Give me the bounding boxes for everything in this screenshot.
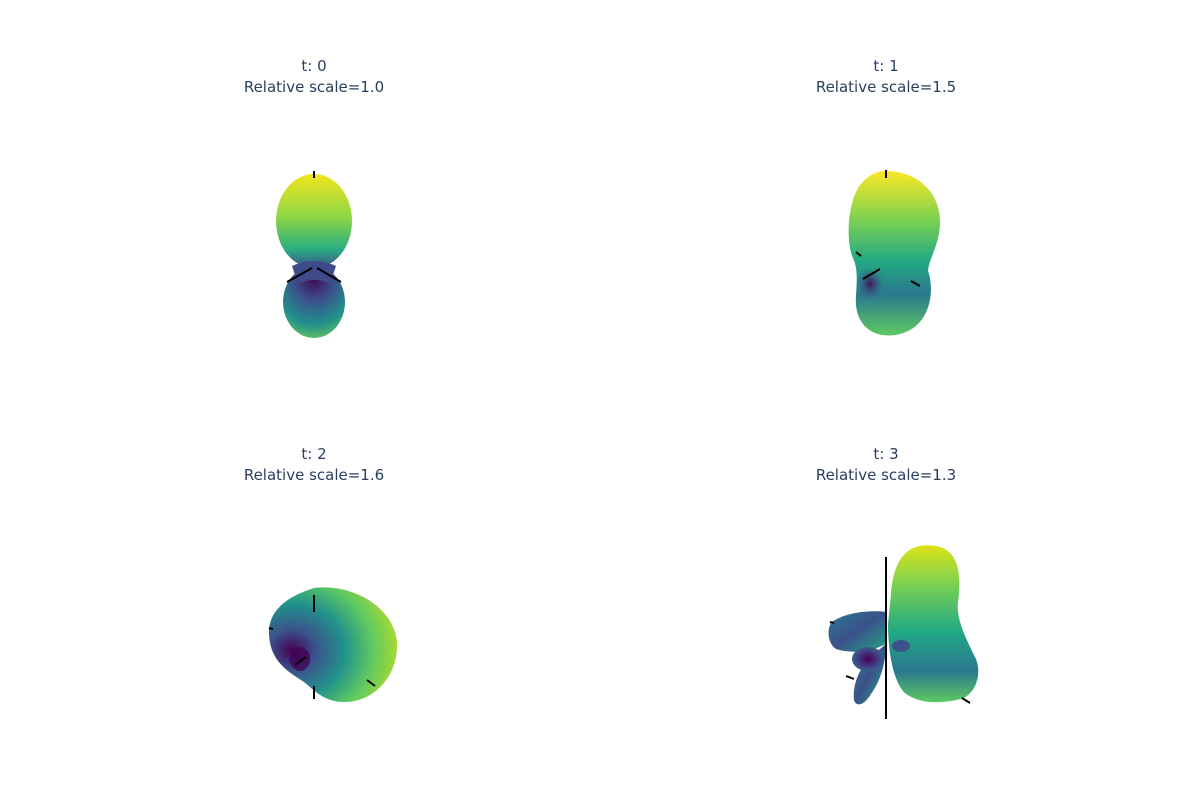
x-axis-line (286, 267, 313, 283)
subplot-t2: t: 2 Relative scale=1.6 (164, 444, 464, 764)
surface-plot-t0[interactable] (164, 106, 464, 376)
petal-left (828, 611, 886, 652)
petal-large (888, 545, 979, 703)
surface-plot-t2[interactable] (164, 494, 464, 764)
subplot-t1: t: 1 Relative scale=1.5 (736, 56, 1036, 376)
subplot-title: t: 3 Relative scale=1.3 (736, 444, 1036, 486)
subplot-title-scale: Relative scale=1.0 (243, 78, 385, 96)
lobe-lower (283, 266, 345, 338)
surface-center (852, 647, 884, 671)
subplot-title-t: t: 0 (301, 57, 327, 75)
subplot-title-t: t: 3 (873, 445, 899, 463)
surface-body (848, 171, 941, 336)
x-axis-line (845, 675, 855, 680)
axis-tick (829, 621, 835, 624)
lobe-junction (292, 261, 336, 284)
subplot-title: t: 0 Relative scale=1.0 (164, 56, 464, 98)
surface-plot-t1[interactable] (736, 106, 1036, 376)
surface-dimple (290, 647, 310, 671)
surface-body (268, 587, 398, 702)
y-axis-line (961, 697, 971, 704)
subplot-t3: t: 3 Relative scale=1.3 (736, 444, 1036, 764)
subplot-title-t: t: 2 (301, 445, 327, 463)
subplot-title-scale: Relative scale=1.6 (243, 466, 385, 484)
subplot-title: t: 1 Relative scale=1.5 (736, 56, 1036, 98)
subplot-title: t: 2 Relative scale=1.6 (164, 444, 464, 486)
subplot-title-scale: Relative scale=1.5 (815, 78, 957, 96)
x-axis-line (294, 656, 307, 666)
axis-tick (268, 627, 274, 630)
axis-tick (855, 251, 862, 257)
subplot-title-scale: Relative scale=1.3 (815, 466, 957, 484)
y-axis-line (316, 267, 342, 283)
surface-shadow (856, 255, 896, 303)
y-axis-line (366, 679, 376, 687)
lobe-upper (276, 174, 352, 268)
y-axis-line (910, 280, 921, 287)
surface-plot-t3[interactable] (736, 494, 1036, 764)
x-axis-line (862, 268, 881, 280)
subplot-title-t: t: 1 (873, 57, 899, 75)
surface-bump (892, 640, 910, 652)
subplot-t0: t: 0 Relative scale=1.0 (164, 56, 464, 376)
